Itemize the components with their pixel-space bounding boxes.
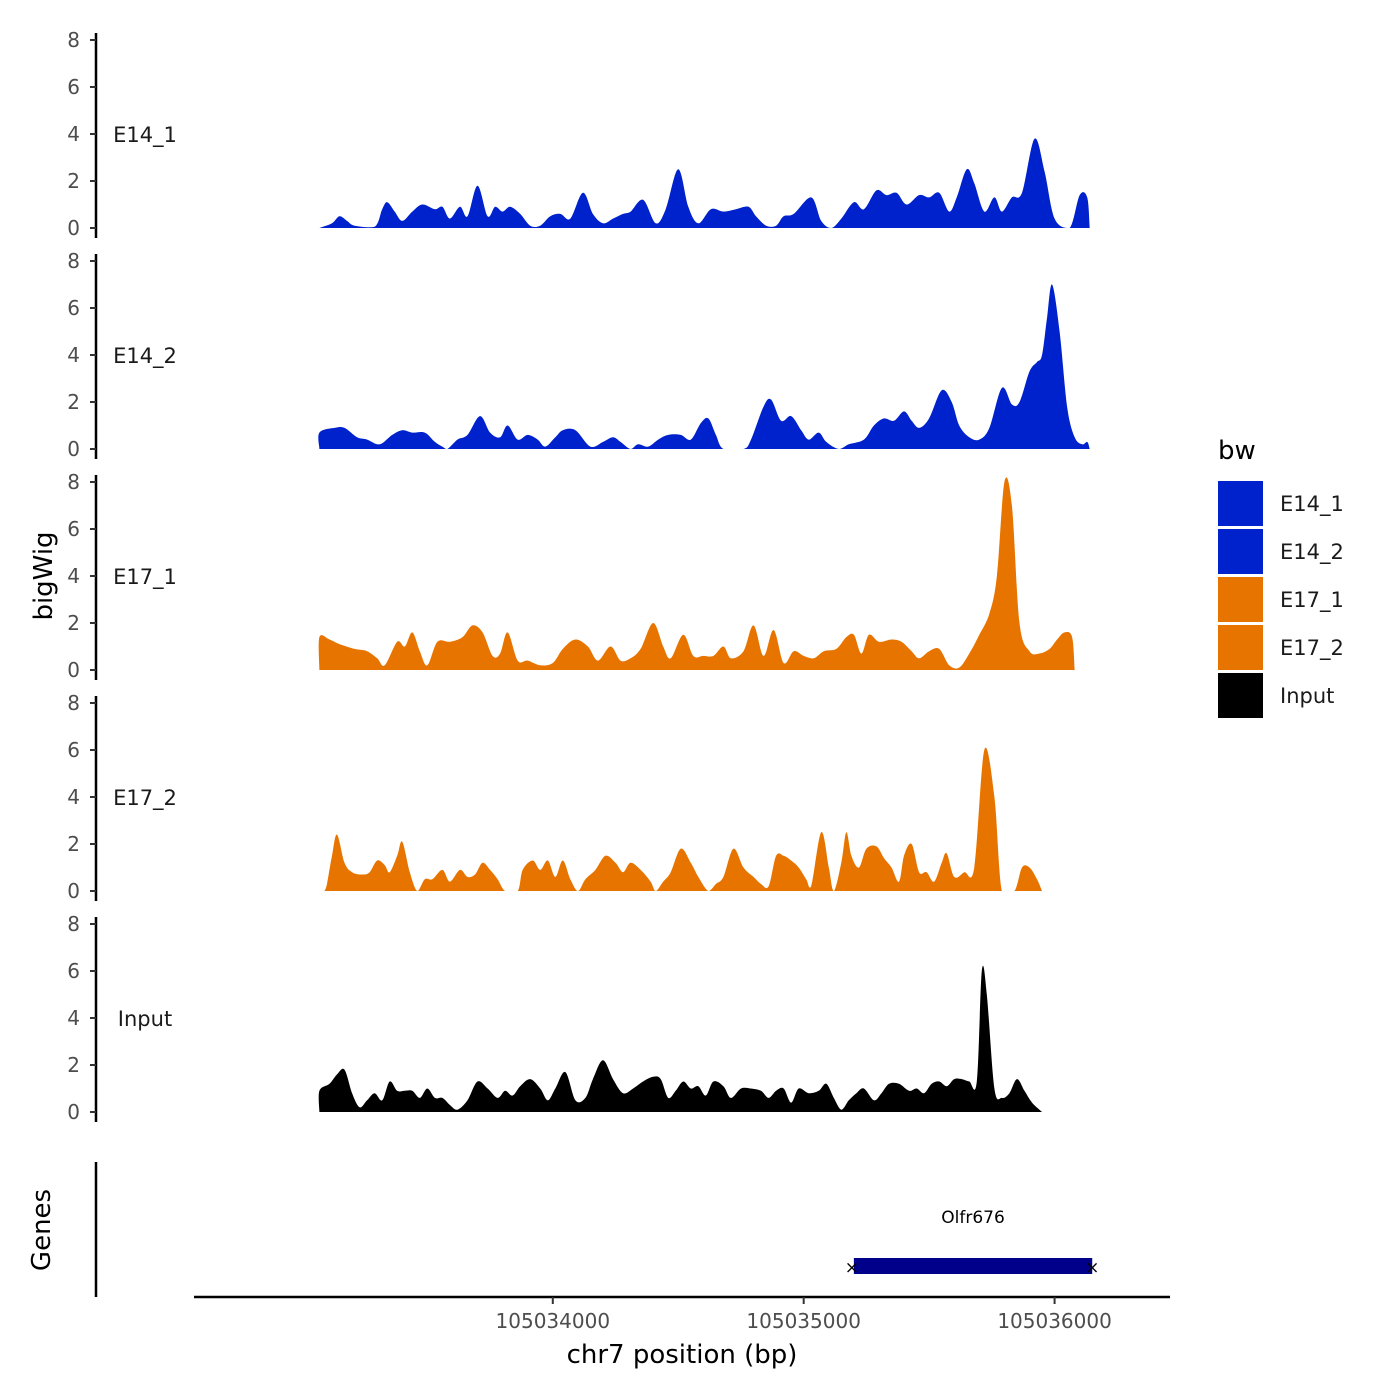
gene-label: Olfr676 xyxy=(941,1208,1005,1228)
track-E14_1: 0 2 4 6 8 E14_1 xyxy=(67,28,1090,240)
x-axis: 105034000 105035000 105036000 xyxy=(194,1295,1170,1333)
y-tick-label: 6 xyxy=(67,738,80,762)
legend-swatch-E14_1 xyxy=(1218,481,1263,526)
legend-label-E17_2: E17_2 xyxy=(1280,636,1344,661)
y-tick-label: 8 xyxy=(67,691,80,715)
y-tick-label: 8 xyxy=(67,912,80,936)
x-axis-title: chr7 position (bp) xyxy=(567,1340,798,1370)
y-tick-label: 0 xyxy=(67,658,80,682)
y-tick-label: 6 xyxy=(67,959,80,983)
track-E17_1: 0 2 4 6 8 E17_1 xyxy=(67,470,1075,682)
y-tick-label: 2 xyxy=(67,1053,80,1077)
y-tick-label: 0 xyxy=(67,1100,80,1124)
track-area-E14_1 xyxy=(319,138,1090,228)
y-tick-label: 2 xyxy=(67,390,80,414)
track-panels: 0 2 4 6 8 E14_1 0 2 4 6 8 E14_2 0 2 4 6 8 E17_1 0 2 4 6 8 E17_2… xyxy=(67,28,1090,1124)
track-area-E17_2 xyxy=(324,747,1042,891)
y-tick-label: 2 xyxy=(67,169,80,193)
y-tick-label: 0 xyxy=(67,437,80,461)
x-tick-label: 105034000 xyxy=(496,1309,611,1333)
gene-bar xyxy=(853,1258,1093,1274)
legend-swatch-E17_2 xyxy=(1218,625,1263,670)
legend-title: bw xyxy=(1218,436,1256,466)
track-E14_2: 0 2 4 6 8 E14_2 xyxy=(67,249,1090,461)
gene-strand-marker-left: × xyxy=(845,1258,859,1278)
y-tick-label: 0 xyxy=(67,879,80,903)
track-label: Input xyxy=(118,1007,172,1031)
track-area-E14_2 xyxy=(318,284,1090,449)
track-Input: 0 2 4 6 8 Input xyxy=(67,912,1043,1124)
legend-swatch-E14_2 xyxy=(1218,529,1263,574)
y-tick-label: 4 xyxy=(67,785,80,809)
y-tick-label: 4 xyxy=(67,122,80,146)
track-E17_2: 0 2 4 6 8 E17_2 xyxy=(67,691,1042,903)
track-label: E14_1 xyxy=(113,123,177,148)
gene-feature: × × Olfr676 xyxy=(845,1208,1100,1278)
y-tick-label: 4 xyxy=(67,564,80,588)
y-tick-label: 8 xyxy=(67,28,80,52)
y-tick-label: 2 xyxy=(67,832,80,856)
track-area-Input xyxy=(318,965,1043,1112)
legend-label-E14_2: E14_2 xyxy=(1280,540,1344,565)
y-tick-label: 2 xyxy=(67,611,80,635)
y-tick-label: 8 xyxy=(67,470,80,494)
y-axis-title: bigWig xyxy=(29,531,59,620)
legend-label-E17_1: E17_1 xyxy=(1280,588,1344,613)
y-tick-label: 6 xyxy=(67,517,80,541)
y-tick-label: 8 xyxy=(67,249,80,273)
legend-label-E14_1: E14_1 xyxy=(1280,492,1344,517)
legend-swatch-Input xyxy=(1218,673,1263,718)
gene-strand-marker-right: × xyxy=(1085,1258,1099,1278)
x-tick-label: 105036000 xyxy=(997,1309,1112,1333)
track-label: E14_2 xyxy=(113,344,177,369)
y-tick-label: 0 xyxy=(67,216,80,240)
legend-swatch-E17_1 xyxy=(1218,577,1263,622)
legend-label-Input: Input xyxy=(1280,684,1334,708)
x-tick-label: 105035000 xyxy=(746,1309,861,1333)
track-area-E17_1 xyxy=(318,477,1075,670)
genes-panel: Genes × × Olfr676 xyxy=(27,1162,1099,1297)
y-tick-label: 6 xyxy=(67,75,80,99)
y-tick-label: 6 xyxy=(67,296,80,320)
y-tick-label: 4 xyxy=(67,343,80,367)
y-tick-label: 4 xyxy=(67,1006,80,1030)
legend: bw E14_1 E14_2 E17_1 E17_2 Input xyxy=(1218,436,1344,718)
genes-axis-title: Genes xyxy=(27,1189,57,1271)
track-label: E17_1 xyxy=(113,565,177,590)
track-label: E17_2 xyxy=(113,786,177,811)
